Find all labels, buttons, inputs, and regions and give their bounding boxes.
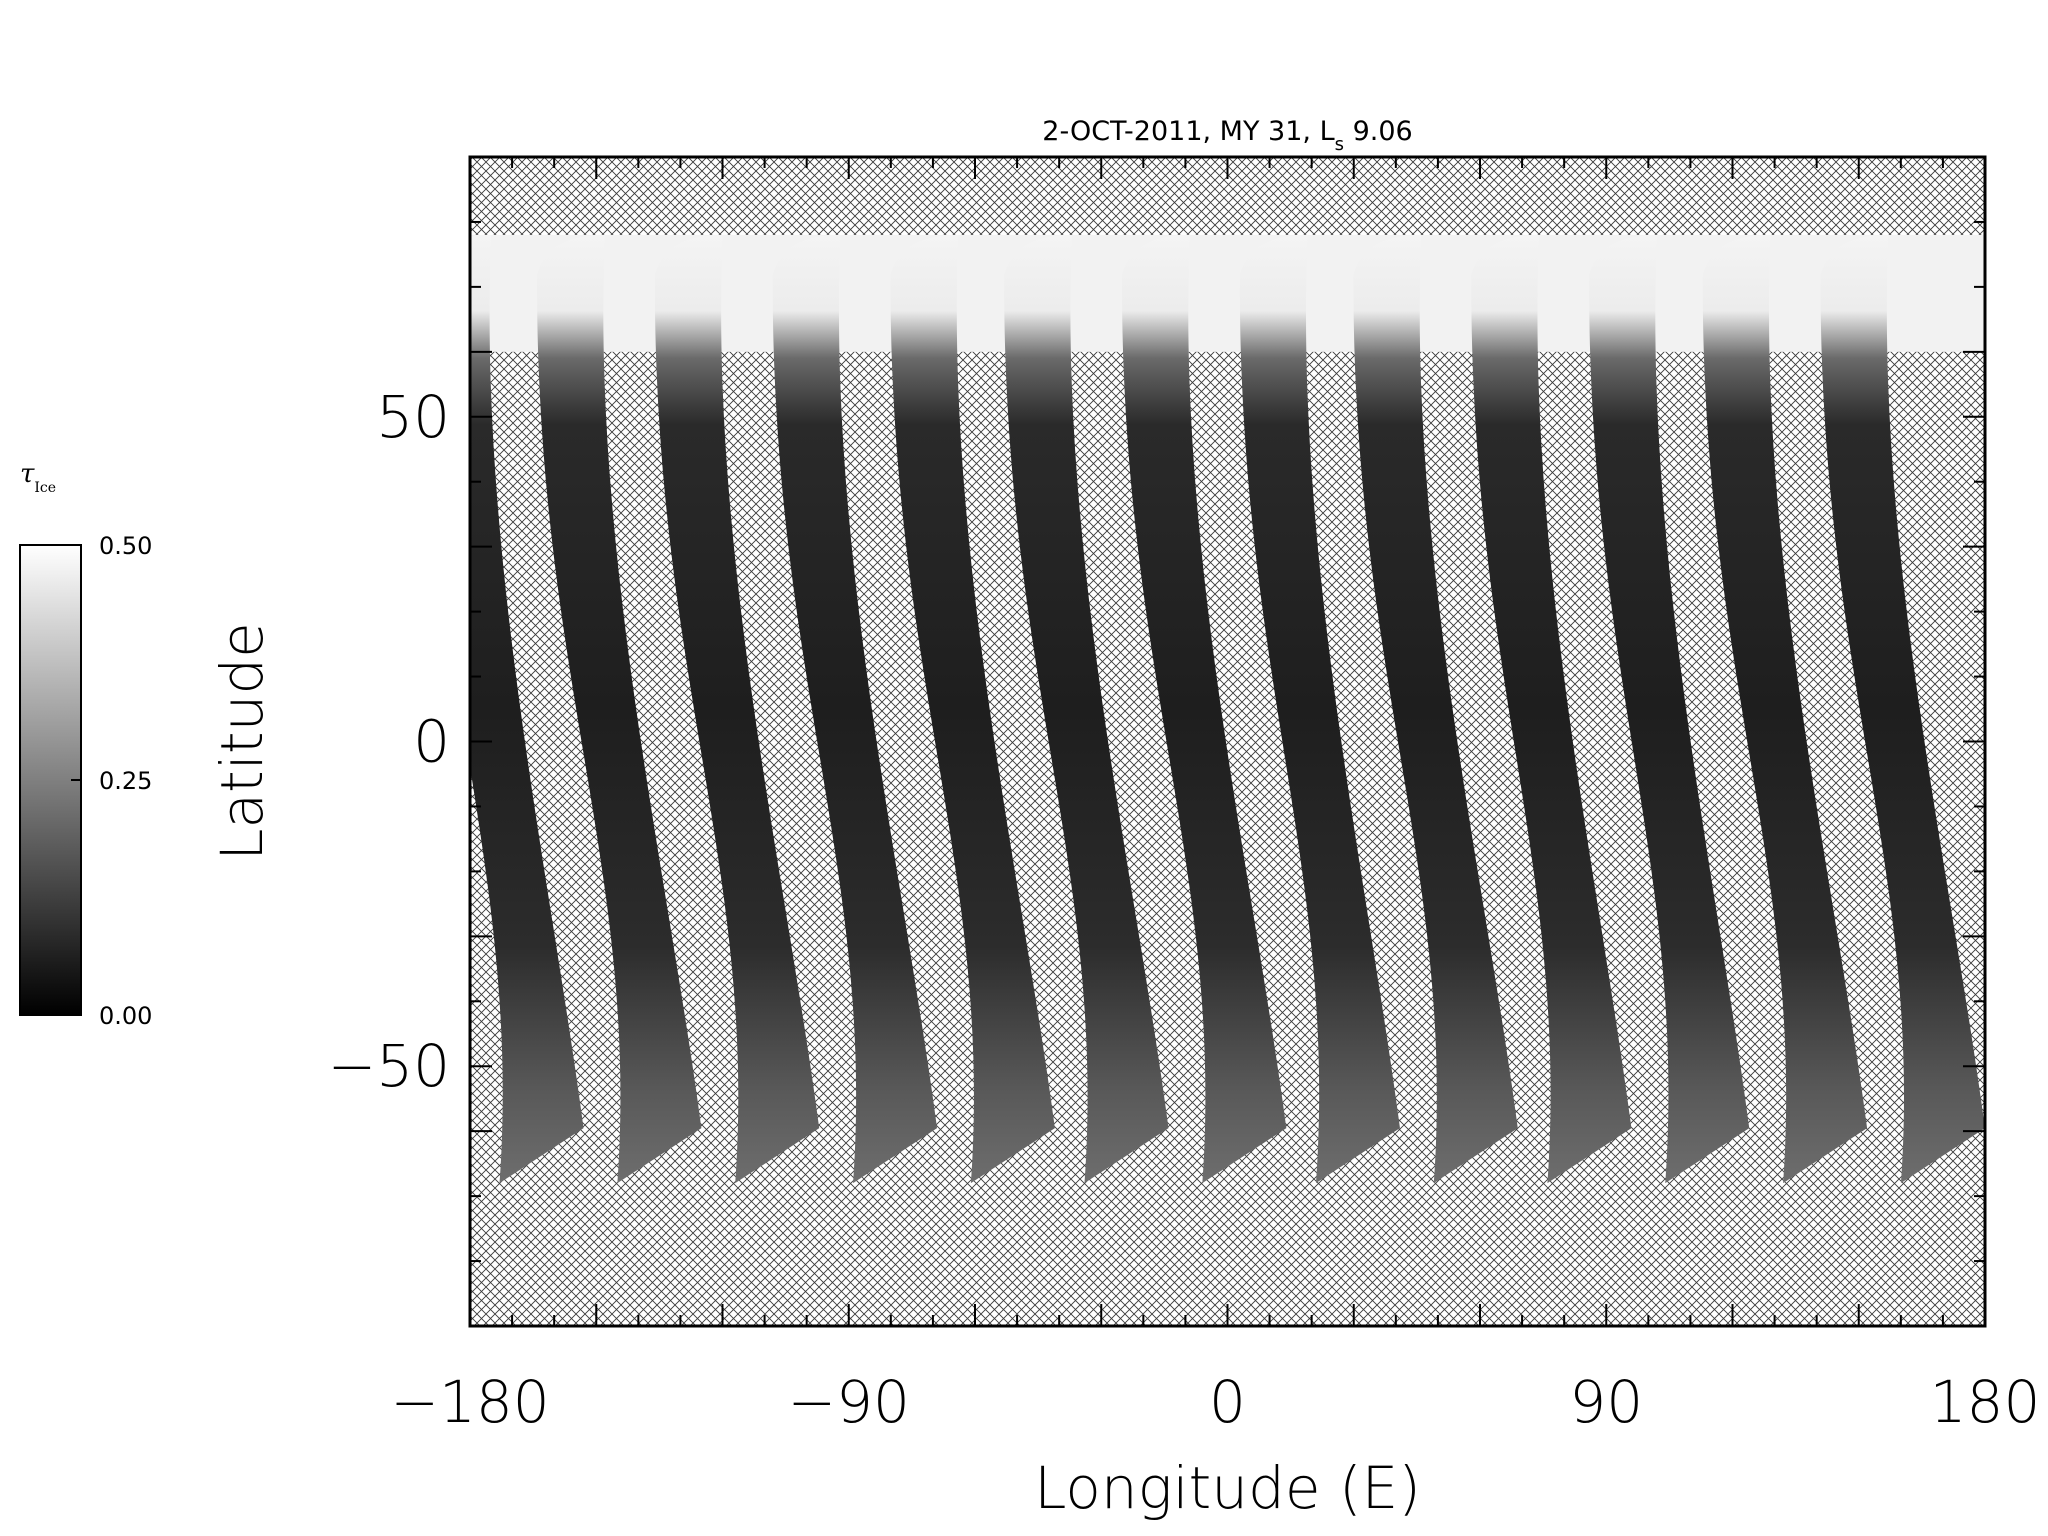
colorbar: [19, 544, 82, 1016]
colorbar-title: τIce: [20, 459, 56, 496]
colorbar-ticks: 0.00 0.25 0.50: [71, 532, 152, 1030]
y-tick-label: −50: [328, 1032, 450, 1100]
swath: [654, 234, 820, 1184]
y-tick-label: 50: [376, 383, 450, 451]
swath: [1471, 234, 1632, 1184]
swath: [470, 234, 584, 1184]
x-tick-label: 180: [1930, 1368, 2041, 1436]
x-tick-label: −180: [390, 1368, 549, 1436]
colorbar-title-subscript: Ice: [34, 480, 56, 496]
swath: [536, 234, 702, 1184]
title-tail: 9.06: [1344, 116, 1413, 147]
colorbar-tick-label: 0.50: [99, 532, 152, 560]
y-tick-label: 0: [413, 708, 450, 776]
swath: [1820, 234, 1985, 1184]
colorbar-tick-label: 0.00: [99, 1002, 152, 1030]
x-tick-label: −90: [788, 1368, 910, 1436]
x-axis-label: Longitude (E): [1034, 1454, 1421, 1522]
x-tick-label: 90: [1569, 1368, 1643, 1436]
swath: [1702, 234, 1868, 1184]
swath: [1239, 234, 1400, 1184]
axis-ticks: −180 −90 0 90 180 −50 0 50: [328, 156, 2041, 1436]
y-axis-label: Latitude: [208, 622, 276, 861]
swath: [1353, 234, 1518, 1184]
swath: [1004, 234, 1169, 1184]
swath: [1121, 234, 1287, 1184]
colorbar-tick-label: 0.25: [99, 767, 152, 795]
swath: [1589, 234, 1750, 1184]
swaths: [470, 234, 1985, 1184]
swath: [890, 234, 1055, 1184]
x-tick-label: 0: [1209, 1368, 1246, 1436]
swath: [772, 234, 938, 1184]
title-subscript: s: [1335, 134, 1344, 155]
chart-title: 2-OCT-2011, MY 31, Ls 9.06: [1042, 116, 1412, 155]
